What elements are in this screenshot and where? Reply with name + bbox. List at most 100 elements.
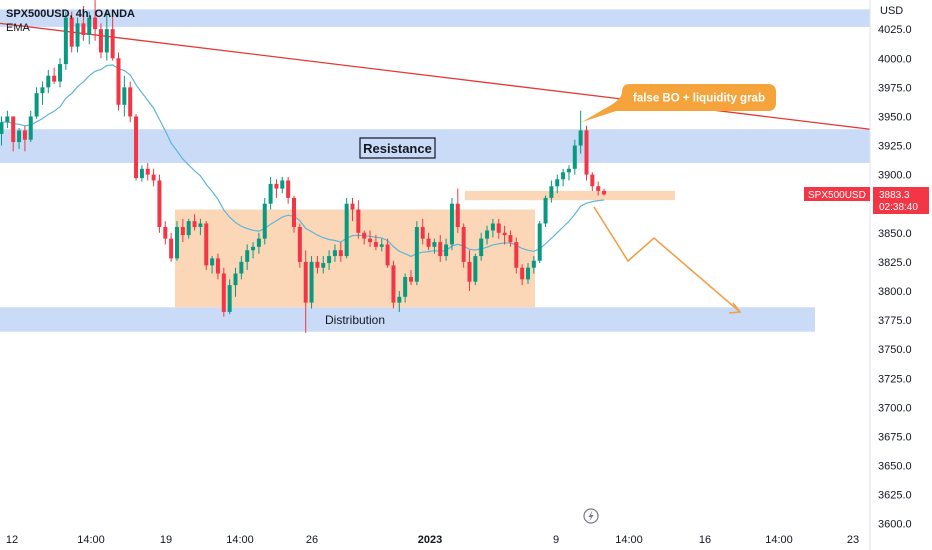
candle bbox=[555, 174, 560, 194]
chart-title: SPX500USD, 4h, OANDA bbox=[6, 8, 135, 20]
candle-body bbox=[549, 186, 554, 198]
candle bbox=[467, 250, 472, 291]
price-tick: 3775.0 bbox=[878, 315, 912, 327]
candle-body bbox=[543, 197, 548, 224]
price-tick: 3975.0 bbox=[878, 82, 912, 94]
candle-body bbox=[233, 273, 238, 286]
time-tick: 14:00 bbox=[615, 534, 643, 546]
candle bbox=[444, 238, 449, 261]
candle-body bbox=[572, 145, 577, 169]
candle bbox=[455, 188, 460, 233]
candle bbox=[221, 267, 226, 317]
candle bbox=[438, 235, 443, 262]
candle bbox=[34, 87, 39, 119]
time-tick: 23 bbox=[847, 534, 859, 546]
candle bbox=[175, 221, 179, 261]
candle-body bbox=[566, 168, 571, 173]
candle-body bbox=[145, 168, 150, 175]
candle bbox=[502, 225, 507, 245]
candle-body bbox=[409, 277, 413, 282]
resistance-label: Resistance bbox=[363, 141, 432, 156]
candle bbox=[128, 81, 133, 123]
candle-body bbox=[303, 261, 308, 303]
ema-layer bbox=[1, 64, 605, 258]
candle-body bbox=[490, 223, 495, 231]
candle bbox=[379, 238, 384, 252]
candle bbox=[526, 263, 530, 284]
price-tick: 3850.0 bbox=[878, 228, 912, 240]
candle bbox=[110, 11, 115, 61]
candle bbox=[432, 238, 437, 254]
candle bbox=[40, 81, 45, 105]
candle bbox=[63, 11, 68, 70]
candle bbox=[543, 195, 548, 227]
candle bbox=[385, 238, 390, 268]
candle bbox=[262, 197, 267, 245]
candle bbox=[321, 256, 326, 274]
time-tick: 14:00 bbox=[77, 534, 105, 546]
candle-body bbox=[479, 238, 484, 257]
candle-body bbox=[221, 273, 226, 312]
candle-body bbox=[280, 180, 285, 189]
candle bbox=[479, 232, 484, 261]
candle-body bbox=[93, 17, 98, 30]
candle bbox=[256, 232, 261, 254]
candle-body bbox=[256, 238, 261, 247]
top-zone bbox=[0, 9, 870, 27]
candle bbox=[531, 256, 536, 274]
candle bbox=[104, 11, 109, 61]
price-tick: 3925.0 bbox=[878, 141, 912, 153]
candle-body bbox=[578, 130, 583, 146]
candle bbox=[426, 232, 431, 251]
badge-price-bg bbox=[873, 187, 929, 214]
candle-body bbox=[590, 174, 595, 187]
currency-label: USD bbox=[880, 5, 903, 17]
candle-body bbox=[98, 29, 103, 53]
candle-body bbox=[467, 261, 472, 282]
candle bbox=[520, 264, 525, 286]
candle bbox=[69, 11, 74, 53]
candle bbox=[233, 267, 238, 297]
candle bbox=[566, 165, 571, 181]
candle-body bbox=[344, 203, 349, 257]
candle-body bbox=[198, 223, 203, 227]
candle-body bbox=[274, 183, 279, 189]
callout-text: false BO + liquidity grab bbox=[633, 93, 765, 105]
candle bbox=[87, 11, 92, 45]
candle-body bbox=[110, 29, 115, 59]
candle bbox=[186, 218, 191, 239]
candle bbox=[122, 75, 127, 117]
callout-shape bbox=[582, 84, 776, 122]
resistance-label-frame bbox=[359, 137, 436, 159]
candle bbox=[297, 223, 302, 268]
candle bbox=[157, 174, 162, 233]
candle bbox=[420, 218, 425, 245]
candle bbox=[549, 180, 554, 203]
candle-body bbox=[75, 23, 80, 47]
candle-body bbox=[496, 223, 501, 233]
candle-body bbox=[332, 250, 337, 257]
candle-body bbox=[215, 258, 220, 274]
candle-body bbox=[420, 226, 425, 239]
time-axis: 12 14:00 19 14:00 26 2023 9 14:00 16 14:00 23 bbox=[6, 534, 859, 546]
candle bbox=[58, 58, 62, 88]
candle bbox=[116, 52, 121, 111]
callout-bubble: false BO + liquidity grab bbox=[582, 84, 776, 122]
lightning-icon[interactable] bbox=[583, 508, 599, 524]
candle-body bbox=[81, 23, 86, 35]
candle-body bbox=[537, 223, 542, 261]
candle bbox=[350, 197, 355, 222]
candle-body bbox=[461, 226, 466, 262]
candle-body bbox=[192, 221, 197, 227]
resistance-label-box: Resistance bbox=[359, 137, 436, 159]
candle-body bbox=[251, 246, 256, 251]
candle bbox=[11, 116, 16, 152]
candle bbox=[327, 250, 332, 271]
zones-layer bbox=[0, 9, 870, 332]
candle-body bbox=[561, 172, 566, 180]
candle bbox=[315, 256, 320, 274]
price-tick: 3750.0 bbox=[878, 344, 912, 356]
candle-body bbox=[526, 267, 530, 280]
candle-body bbox=[362, 232, 367, 239]
